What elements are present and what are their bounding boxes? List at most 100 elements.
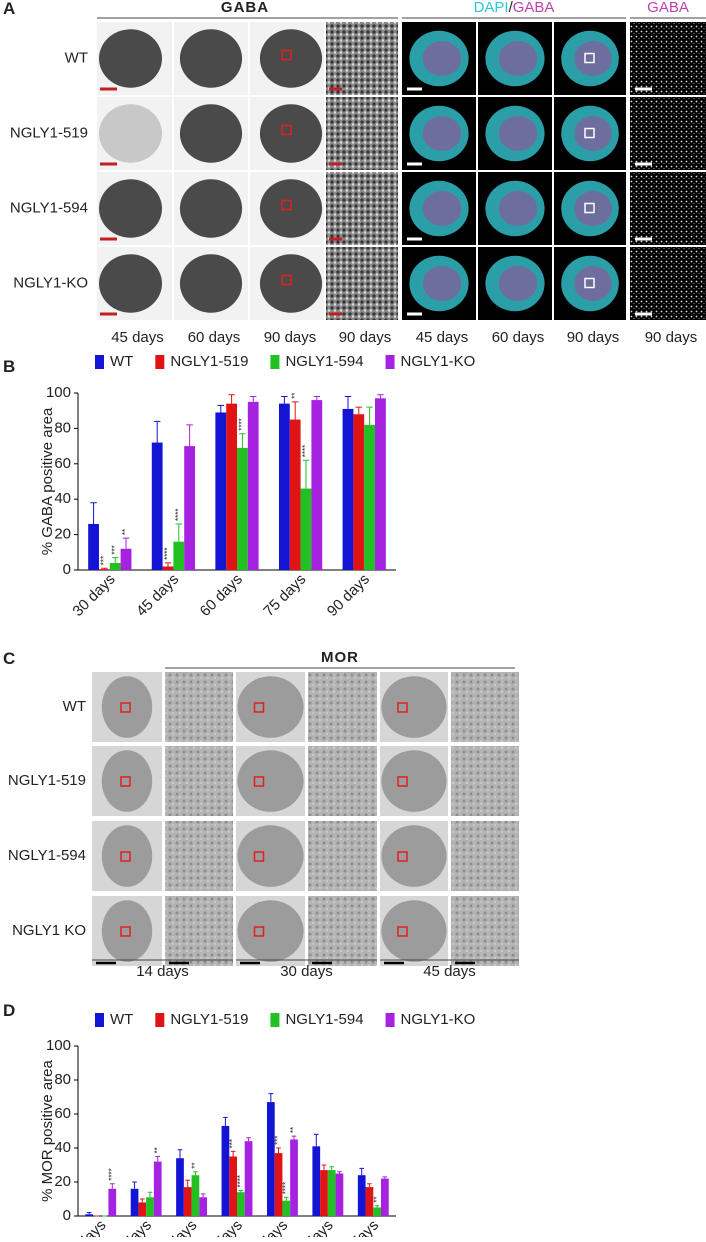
y-tick-label: 0	[63, 561, 71, 578]
tissue	[101, 825, 153, 887]
error-bar	[359, 1167, 365, 1176]
error-bar	[153, 420, 161, 443]
bar	[151, 442, 163, 570]
x-tick-label: 14 days	[106, 1217, 155, 1237]
micrograph	[630, 22, 706, 95]
header-gaba: GABA	[513, 0, 555, 16]
legend-swatch	[385, 355, 395, 369]
bar	[199, 1197, 208, 1216]
header: DAPI/GABA	[474, 0, 555, 16]
legend-label: WT	[110, 353, 133, 370]
bar	[365, 1187, 374, 1216]
legend-swatch	[270, 355, 280, 369]
bar	[278, 403, 290, 570]
bar	[85, 1214, 93, 1216]
tissue-gaba	[574, 190, 612, 227]
y-tick-label: 80	[54, 419, 71, 436]
row-label: WT	[63, 698, 86, 715]
bar	[353, 414, 365, 570]
roi-box	[281, 199, 292, 211]
group-label: 14 days	[136, 963, 189, 980]
legend-swatch	[385, 1013, 395, 1027]
error-bar	[382, 1176, 388, 1179]
legend-swatch	[95, 1013, 104, 1027]
row-label: NGLY1-KO	[13, 274, 88, 291]
row-label: NGLY1 KO	[12, 922, 86, 939]
significance: ***	[110, 545, 119, 554]
error-bar	[122, 537, 130, 549]
roi-box	[584, 52, 595, 64]
significance: **	[191, 1163, 200, 1169]
error-bar	[291, 1135, 297, 1140]
tissue	[99, 179, 162, 238]
micrograph	[630, 97, 706, 170]
tissue-gaba	[498, 115, 538, 152]
bar	[247, 401, 259, 570]
significance: **	[372, 1197, 381, 1203]
bar	[274, 1153, 283, 1216]
column-label: 45 days	[111, 329, 164, 346]
micrograph	[165, 746, 233, 816]
legend-label: WT	[110, 1011, 133, 1028]
bar	[108, 1188, 117, 1216]
x-tick-label: 75 days	[260, 571, 309, 620]
x-tick-label: 90 days	[324, 571, 373, 620]
error-bar	[147, 1191, 153, 1198]
error-bar	[366, 406, 373, 425]
micrograph	[326, 172, 398, 245]
x-tick-label: 30 days	[69, 571, 118, 620]
x-tick-label: 7 days	[66, 1217, 109, 1237]
roi-box	[397, 851, 408, 862]
micrograph	[165, 672, 233, 742]
error-bar	[239, 433, 246, 448]
error-bar	[344, 396, 352, 409]
tissue	[237, 900, 304, 962]
legend-swatch	[95, 355, 104, 369]
bar	[375, 398, 386, 570]
micrograph	[308, 746, 377, 816]
significance: ***	[100, 556, 109, 565]
significance: ***	[274, 1136, 283, 1145]
row-label: NGLY1-519	[10, 124, 88, 141]
x-tick-label: 60 days	[242, 1217, 291, 1237]
micrograph	[326, 97, 398, 170]
error-bar	[111, 557, 119, 563]
error-bar	[217, 404, 225, 413]
tissue	[179, 29, 243, 88]
roi-box	[281, 274, 292, 286]
micrograph	[308, 672, 377, 742]
legend-label: NGLY1-KO	[401, 1011, 476, 1028]
roi-box	[281, 124, 292, 136]
bar	[120, 548, 132, 570]
bar	[342, 408, 354, 570]
y-axis-label: % MOR positive area	[39, 1059, 56, 1201]
roi-box	[584, 277, 595, 289]
y-tick-label: 60	[54, 455, 71, 472]
bar	[130, 1188, 139, 1216]
error-bar	[329, 1166, 335, 1171]
legend-label: NGLY1-594	[285, 1011, 363, 1028]
tissue	[101, 676, 153, 738]
x-tick-label: 45 days	[133, 571, 182, 620]
error-bar	[281, 396, 288, 404]
y-axis-label: % GABA positive area	[39, 407, 56, 555]
error-bar	[177, 1149, 183, 1159]
error-bar	[321, 1164, 327, 1171]
tissue-gaba	[574, 115, 612, 152]
bar	[153, 1161, 162, 1216]
row-label: NGLY1-594	[10, 199, 88, 216]
y-tick-label: 0	[63, 1207, 71, 1224]
bar	[373, 1207, 382, 1216]
bar	[237, 1192, 245, 1216]
y-tick-label: 60	[54, 1105, 71, 1122]
error-bar	[268, 1093, 274, 1103]
significance: **	[290, 393, 299, 399]
bar	[327, 1170, 336, 1216]
error-bar	[139, 1198, 145, 1203]
bar	[138, 1202, 147, 1216]
tissue	[101, 750, 153, 812]
tissue-gaba	[498, 265, 538, 302]
bar	[229, 1156, 237, 1216]
bar	[237, 447, 248, 570]
micrograph	[326, 22, 398, 95]
